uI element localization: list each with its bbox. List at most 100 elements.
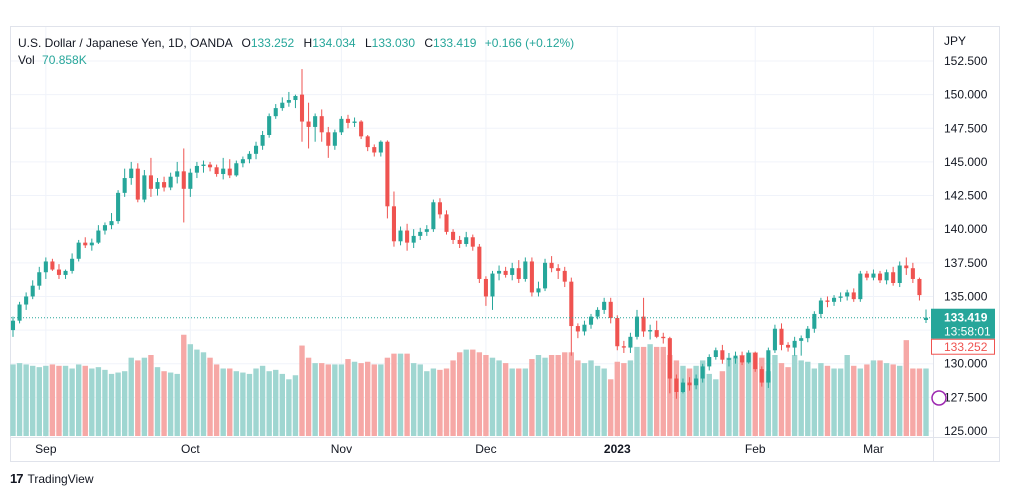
candle-body [56, 269, 62, 275]
candle-body [339, 118, 344, 133]
candle [510, 262, 515, 281]
candle-body [812, 313, 817, 329]
price-axis-labels: JPY 152.500 150.000 147.500 145.000 142.500 14… [944, 34, 988, 438]
candle [608, 297, 613, 324]
candle-body [845, 292, 850, 297]
volume-bar [141, 357, 148, 436]
candle [201, 160, 206, 173]
candle [83, 237, 88, 249]
volume-bar [594, 365, 601, 436]
candle-body [575, 326, 580, 332]
tradingview-logo-icon[interactable]: 17 [10, 471, 24, 486]
marker-circle-icon[interactable] [931, 390, 947, 406]
time-tick-label: Mar [863, 442, 884, 456]
candle-body [529, 261, 534, 293]
candle-body [313, 116, 318, 127]
candle-body [851, 292, 856, 300]
volume-bar [575, 360, 581, 436]
volume-bar [647, 344, 653, 436]
candle-body [588, 316, 594, 325]
volume-bar [732, 357, 739, 436]
candle-body [50, 261, 55, 270]
volume-bar [713, 379, 719, 436]
candle-body [319, 116, 324, 133]
candle [661, 332, 666, 344]
volume-bar [483, 355, 489, 436]
candle [30, 280, 35, 300]
volume-bar [785, 367, 791, 436]
candle [214, 164, 219, 177]
candle-body [24, 296, 29, 305]
volume-bar [798, 360, 804, 436]
candle-body [582, 324, 587, 332]
candle [50, 258, 55, 271]
candle [733, 351, 738, 364]
candle-body [595, 309, 600, 317]
candle [424, 225, 429, 236]
volume-bar [62, 365, 69, 436]
volume-bar [43, 365, 49, 436]
volume-bar [726, 357, 732, 436]
candle-body [641, 316, 646, 332]
candle [345, 114, 351, 129]
candle-body [917, 278, 922, 296]
volume-bar [75, 364, 82, 436]
candle-body [326, 132, 331, 146]
volume-bar [719, 371, 726, 436]
candle [221, 157, 226, 180]
candle [772, 324, 777, 353]
candle [497, 265, 502, 281]
candle [680, 378, 686, 394]
volume-bar [529, 359, 535, 436]
candle-body [542, 262, 548, 289]
candle-body [122, 178, 127, 193]
candle [707, 354, 712, 371]
footer: 17 TradingView [10, 471, 94, 486]
candle [63, 269, 68, 279]
candle [713, 347, 718, 360]
volume-bar [246, 373, 253, 436]
candle-body [129, 168, 134, 179]
volume-bar [824, 365, 831, 436]
time-tick-label: Nov [331, 442, 352, 456]
candle [720, 344, 725, 364]
volume-bar [338, 364, 345, 436]
candle [753, 351, 758, 372]
candle [129, 161, 134, 185]
candle [359, 120, 364, 140]
candle [299, 69, 305, 142]
candle-body [214, 167, 219, 175]
candle [391, 191, 397, 247]
candle [569, 277, 574, 356]
candle [398, 226, 403, 246]
volume-bar [49, 364, 56, 436]
candle [529, 257, 534, 297]
candle [562, 266, 567, 288]
candle-body [536, 288, 541, 293]
candle [96, 225, 101, 244]
candle-body [746, 352, 751, 363]
candle-body [910, 268, 915, 279]
volume-bar [877, 360, 883, 436]
candle-body [444, 214, 449, 232]
price-tick-label: 147.500 [944, 121, 988, 135]
candle-body [864, 273, 869, 278]
candle-body [431, 202, 436, 230]
volume-bar [699, 360, 706, 436]
volume-bar [266, 371, 272, 436]
brand-name[interactable]: TradingView [27, 471, 94, 486]
volume-bar [253, 368, 259, 436]
price-tick-label: 140.000 [944, 222, 988, 236]
candle-body [253, 145, 259, 154]
volume-bar [516, 368, 522, 436]
candle [313, 113, 318, 142]
candle [746, 350, 751, 364]
last-price-tag [931, 308, 995, 339]
volume-bar [286, 379, 292, 436]
volume-bar [791, 355, 798, 436]
volume-bar [555, 355, 561, 436]
candle-body [772, 328, 777, 351]
volume-bar [450, 360, 456, 436]
volume-value: 70.858K [42, 53, 87, 67]
